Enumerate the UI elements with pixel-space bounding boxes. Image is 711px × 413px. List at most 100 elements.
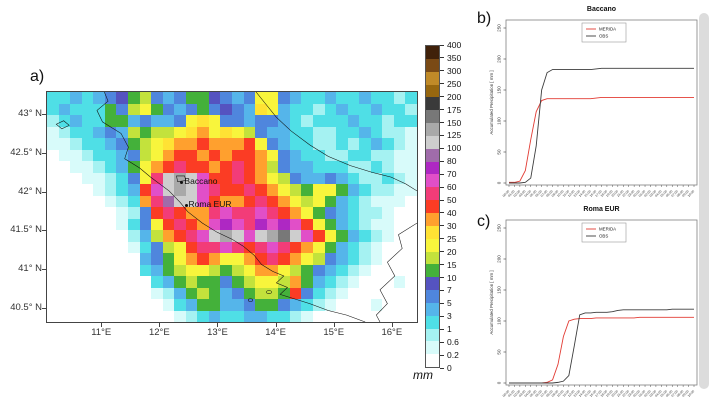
heatmap-cell (336, 92, 348, 104)
heatmap-cell (232, 218, 244, 230)
heatmap-cell (266, 161, 279, 173)
heatmap-cell (81, 230, 94, 242)
heatmap-cell (47, 138, 59, 150)
heatmap-cell (127, 241, 140, 253)
heatmap-cell (197, 149, 209, 161)
heatmap-cell (197, 126, 209, 138)
x-tick-label: 15:00 (583, 389, 592, 398)
heatmap-cell (278, 184, 290, 196)
heatmap-cell (347, 310, 360, 322)
colorbar-band (426, 264, 439, 278)
heatmap-cell (93, 184, 105, 196)
heatmap-cell (312, 299, 325, 311)
heatmap-cell (70, 115, 82, 127)
heatmap-cell (393, 103, 406, 115)
island-outline (56, 121, 69, 129)
map-y-tick-label: 42.5° N (10, 146, 42, 158)
heatmap-cell (278, 218, 290, 230)
x-tick-label: 21:00 (616, 189, 625, 198)
heatmap-cell (278, 241, 290, 253)
heatmap-cell (370, 207, 383, 219)
heatmap-cell (151, 195, 163, 207)
heatmap-cell (405, 253, 417, 265)
heatmap-cell (151, 161, 163, 173)
x-tick-label: 04:00 (654, 389, 663, 398)
heatmap-cell (139, 115, 152, 127)
heatmap-cell (243, 299, 256, 311)
heatmap-cell (116, 207, 128, 219)
heatmap-cell (93, 264, 105, 276)
heatmap-cell (359, 115, 371, 127)
map-y-tick-mark (42, 230, 46, 232)
colorbar-tick-label: 125 (447, 130, 462, 141)
heatmap-cell (289, 264, 302, 276)
heatmap-cell (104, 161, 117, 173)
heatmap-cell (81, 115, 94, 127)
heatmap-cell (104, 184, 117, 196)
heatmap-cell (93, 138, 105, 150)
colorbar-tick-mark (440, 354, 444, 356)
heatmap-cell (347, 276, 360, 288)
map-x-tick-label: 14°E (265, 327, 286, 338)
heatmap-cell (151, 172, 163, 184)
heatmap-cell (243, 92, 256, 104)
heatmap-cell (208, 264, 221, 276)
heatmap-cell (232, 230, 244, 242)
heatmap-cell (208, 138, 221, 150)
heatmap-cell (116, 126, 128, 138)
heatmap-cell (370, 299, 383, 311)
heatmap-cell (382, 276, 394, 288)
heatmap-cell (243, 115, 256, 127)
heatmap-cell (93, 115, 105, 127)
adriatic-coastline (256, 92, 417, 191)
heatmap-cell (197, 207, 209, 219)
heatmap-cell (370, 218, 383, 230)
heatmap-cell (127, 92, 140, 104)
heatmap-cell (301, 241, 313, 253)
heatmap-cell (347, 138, 360, 150)
heatmap-cell (151, 253, 163, 265)
map-x-tick-mark (159, 323, 161, 327)
heatmap-cell (405, 299, 417, 311)
heatmap-cell (58, 184, 71, 196)
heatmap-cell (405, 218, 417, 230)
heatmap-cell (370, 138, 383, 150)
heatmap-cell (208, 230, 221, 242)
heatmap-cell (162, 115, 175, 127)
x-tick-label: 01:00 (507, 389, 516, 398)
x-tick-label: 22:00 (621, 389, 630, 398)
heatmap-cell (336, 230, 348, 242)
heatmap-cell (289, 149, 302, 161)
heatmap-cell (197, 195, 209, 207)
heatmap-cell (220, 92, 232, 104)
scrollbar-thumb[interactable] (699, 13, 709, 389)
heatmap-cell (347, 172, 360, 184)
y-axis-label: Accumulated Precipitation [ mm ] (489, 270, 494, 334)
heatmap-cell (336, 276, 348, 288)
heatmap-cell (197, 218, 209, 230)
heatmap-cell (47, 218, 59, 230)
map-x-tick-label: 15°E (323, 327, 345, 338)
map-marker-dot (184, 203, 188, 207)
heatmap-cell (197, 299, 209, 311)
heatmap-cell (58, 172, 71, 184)
heatmap-cell (289, 172, 302, 184)
heatmap-cell (312, 103, 325, 115)
heatmap-cell (370, 264, 383, 276)
heatmap-cell (243, 172, 256, 184)
colorbar-tick-label: 0.6 (447, 337, 459, 348)
heatmap-cell (104, 230, 117, 242)
x-tick-label: 11:00 (562, 389, 570, 397)
heatmap-cell (81, 218, 94, 230)
heatmap-cell (93, 103, 105, 115)
x-tick-label: 15:00 (583, 189, 592, 198)
heatmap-cell (174, 126, 186, 138)
heatmap-cell (151, 115, 163, 127)
map-y-tick-mark (42, 152, 46, 154)
heatmap-cell (162, 230, 175, 242)
colorbar-tick-label: 5 (447, 298, 452, 309)
heatmap-cell (266, 115, 279, 127)
map-y-tick-mark (42, 307, 46, 309)
heatmap-cell (405, 126, 417, 138)
